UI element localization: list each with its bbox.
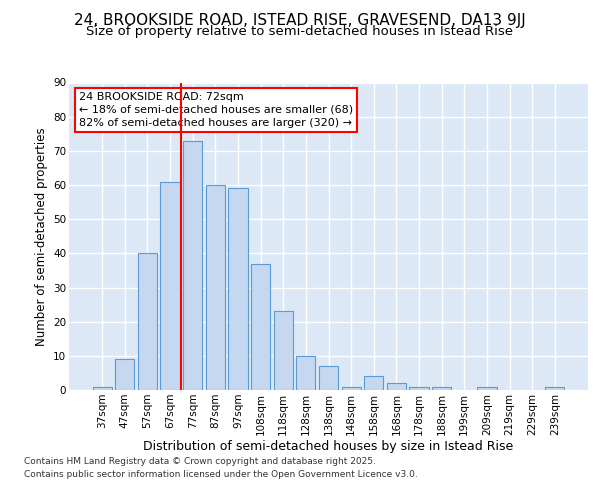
Bar [138,254,157,390]
Bar [296,356,316,390]
Bar [364,376,383,390]
Bar [115,359,134,390]
Bar [432,386,451,390]
Bar [206,185,225,390]
Bar [545,386,565,390]
Bar [409,386,428,390]
Text: 24 BROOKSIDE ROAD: 72sqm
← 18% of semi-detached houses are smaller (68)
82% of s: 24 BROOKSIDE ROAD: 72sqm ← 18% of semi-d… [79,92,353,128]
Bar [229,188,248,390]
Text: Contains public sector information licensed under the Open Government Licence v3: Contains public sector information licen… [24,470,418,479]
Bar [183,140,202,390]
Bar [160,182,180,390]
Bar [274,312,293,390]
Bar [251,264,270,390]
Bar [92,386,112,390]
Text: 24, BROOKSIDE ROAD, ISTEAD RISE, GRAVESEND, DA13 9JJ: 24, BROOKSIDE ROAD, ISTEAD RISE, GRAVESE… [74,12,526,28]
Bar [319,366,338,390]
Y-axis label: Number of semi-detached properties: Number of semi-detached properties [35,127,47,346]
Bar [477,386,497,390]
Text: Contains HM Land Registry data © Crown copyright and database right 2025.: Contains HM Land Registry data © Crown c… [24,458,376,466]
X-axis label: Distribution of semi-detached houses by size in Istead Rise: Distribution of semi-detached houses by … [143,440,514,454]
Text: Size of property relative to semi-detached houses in Istead Rise: Size of property relative to semi-detach… [86,25,514,38]
Bar [387,383,406,390]
Bar [341,386,361,390]
